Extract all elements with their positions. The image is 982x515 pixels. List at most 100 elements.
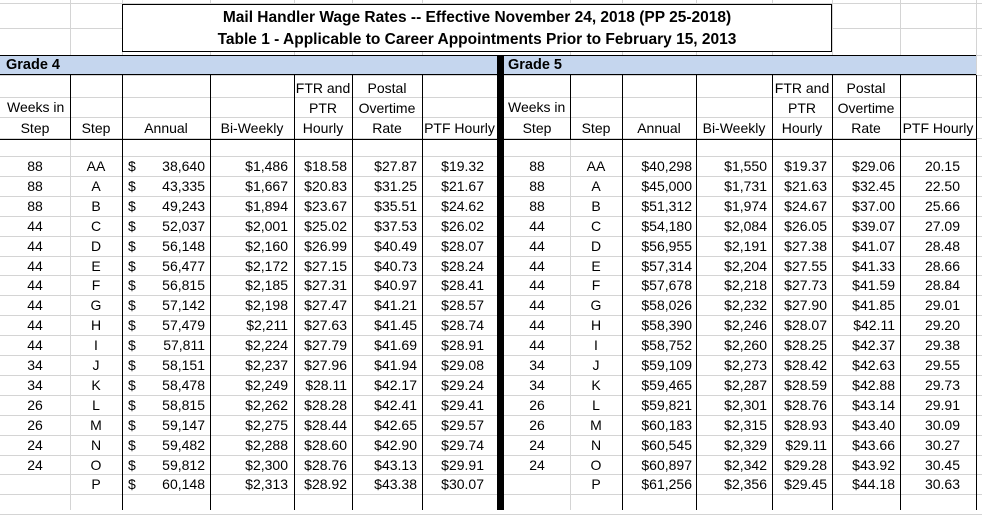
g5-cell-biweekly: $2,273 — [724, 357, 767, 373]
g4-cell-ptf: $29.41 — [441, 396, 484, 413]
g4-cell-ot: $37.53 — [374, 217, 417, 234]
g4-cell-step: G — [90, 297, 102, 314]
g4-cell-ptf: $29.24 — [441, 376, 484, 393]
g4-cell-dollar: $ — [128, 396, 136, 413]
g4-cell-ot: $43.13 — [374, 456, 417, 473]
g4-cell-weeks: 34 — [27, 357, 43, 373]
g4-cell-step: O — [90, 456, 102, 473]
g5-cell-weeks: 24 — [529, 436, 545, 453]
g4-cell-annual: 57,811 — [163, 337, 205, 354]
g4-cell-ptf: $24.62 — [441, 197, 484, 214]
g5-cell-step: A — [591, 177, 601, 194]
g5-cell-step: AA — [586, 158, 606, 174]
g5-cell-annual: $60,545 — [641, 436, 692, 453]
g5-cell-weeks: 26 — [529, 416, 545, 433]
gridline-horizontal — [0, 315, 982, 317]
gridline-horizontal — [0, 335, 982, 337]
g4-cell-ftr: $28.28 — [304, 396, 347, 413]
g5-cell-step: H — [590, 317, 602, 334]
g4-cell-ot: $40.73 — [374, 257, 417, 274]
g4-cell-step: L — [92, 396, 100, 413]
g5-cell-biweekly: $2,315 — [724, 416, 767, 433]
g5-cell-ftr: $29.11 — [785, 436, 827, 453]
g5-cell-ot: $41.07 — [852, 237, 895, 254]
g5-cell-step: J — [592, 357, 600, 373]
g5-cell-ftr: $29.28 — [784, 456, 827, 473]
g5-cell-weeks: 44 — [529, 217, 545, 234]
row-border — [0, 139, 497, 140]
g4-cell-annual: 59,147 — [162, 416, 205, 433]
g4-cell-dollar: $ — [128, 456, 136, 473]
g5-header-weeks-1: Weeks in — [508, 99, 566, 115]
g4-cell-weeks: 44 — [27, 317, 43, 334]
gridline-horizontal — [0, 215, 982, 217]
g5-cell-ptf: 28.84 — [924, 277, 960, 294]
g4-cell-dollar: $ — [128, 317, 136, 334]
g5-cell-weeks: 34 — [529, 376, 545, 393]
g4-cell-dollar: $ — [128, 158, 136, 174]
g4-cell-weeks: 44 — [27, 257, 43, 274]
gridline-horizontal — [0, 235, 982, 237]
g5-cell-ftr: $27.90 — [784, 297, 827, 314]
g5-header-ot-2: Overtime — [837, 100, 895, 116]
g4-cell-weeks: 88 — [27, 197, 43, 214]
gridline-horizontal — [0, 474, 982, 476]
g5-cell-ot: $41.59 — [852, 277, 895, 294]
column-border — [570, 75, 571, 139]
g4-cell-annual: 49,243 — [162, 197, 205, 214]
g4-cell-annual: 58,478 — [162, 376, 205, 393]
g4-cell-ot: $42.17 — [374, 376, 417, 393]
g5-cell-ot: $43.92 — [852, 456, 895, 473]
g4-cell-ftr: $26.99 — [304, 237, 347, 254]
g5-header-ot-3: Rate — [851, 120, 881, 136]
g5-cell-ftr: $27.38 — [784, 237, 827, 254]
g5-cell-ptf: 29.01 — [924, 297, 960, 314]
g5-cell-ftr: $28.59 — [784, 376, 827, 393]
g5-cell-biweekly: $2,329 — [724, 436, 767, 453]
g4-cell-ptf: $30.07 — [441, 476, 484, 493]
g5-cell-annual: $59,465 — [641, 376, 692, 393]
g4-cell-dollar: $ — [128, 177, 136, 194]
gridline-horizontal — [0, 156, 982, 157]
grade-divider — [497, 55, 504, 510]
g4-cell-annual: 38,640 — [162, 158, 205, 174]
gridline-vertical — [570, 0, 571, 510]
g4-header-ot-3: Rate — [372, 120, 402, 136]
g4-header-ptf: PTF Hourly — [424, 120, 495, 136]
g4-cell-ftr: $27.47 — [304, 297, 347, 314]
gridline-horizontal — [0, 394, 982, 396]
g4-cell-annual: 56,815 — [162, 277, 205, 294]
g5-cell-ftr: $29.45 — [784, 476, 827, 493]
g5-cell-ot: $43.40 — [852, 416, 895, 433]
g5-cell-biweekly: $1,550 — [724, 158, 767, 174]
g4-cell-ftr: $27.63 — [304, 317, 347, 334]
g4-header-step: Step — [81, 120, 111, 136]
g4-cell-dollar: $ — [128, 436, 136, 453]
g4-cell-ftr: $28.60 — [304, 436, 347, 453]
gridline-horizontal — [0, 3, 982, 4]
g5-cell-ftr: $19.37 — [784, 158, 827, 174]
g5-cell-annual: $51,312 — [641, 197, 692, 214]
g4-cell-ftr: $27.79 — [304, 337, 347, 354]
g5-cell-ftr: $27.73 — [784, 277, 827, 294]
g5-cell-ot: $43.66 — [852, 436, 895, 453]
column-border — [352, 75, 353, 510]
g5-cell-ot: $29.06 — [852, 158, 895, 174]
g4-cell-biweekly: $2,001 — [245, 217, 288, 234]
column-border — [122, 75, 123, 510]
g5-cell-ptf: 28.48 — [924, 237, 960, 254]
g5-cell-ptf: 28.66 — [924, 257, 960, 274]
gridline-horizontal — [0, 275, 982, 277]
g5-cell-biweekly: $2,246 — [724, 317, 767, 334]
gridline-horizontal — [0, 138, 982, 139]
g4-cell-ot: $43.38 — [374, 476, 417, 493]
g4-cell-biweekly: $2,262 — [245, 396, 288, 413]
g4-cell-dollar: $ — [128, 217, 136, 234]
g5-header-weeks-2: Step — [522, 120, 552, 136]
column-border — [210, 75, 211, 510]
g5-cell-ptf: 27.09 — [924, 217, 960, 234]
column-border — [622, 75, 623, 510]
g5-cell-ftr: $28.93 — [784, 416, 827, 433]
g5-cell-weeks: 24 — [529, 456, 545, 473]
g5-cell-weeks: 44 — [529, 337, 545, 354]
